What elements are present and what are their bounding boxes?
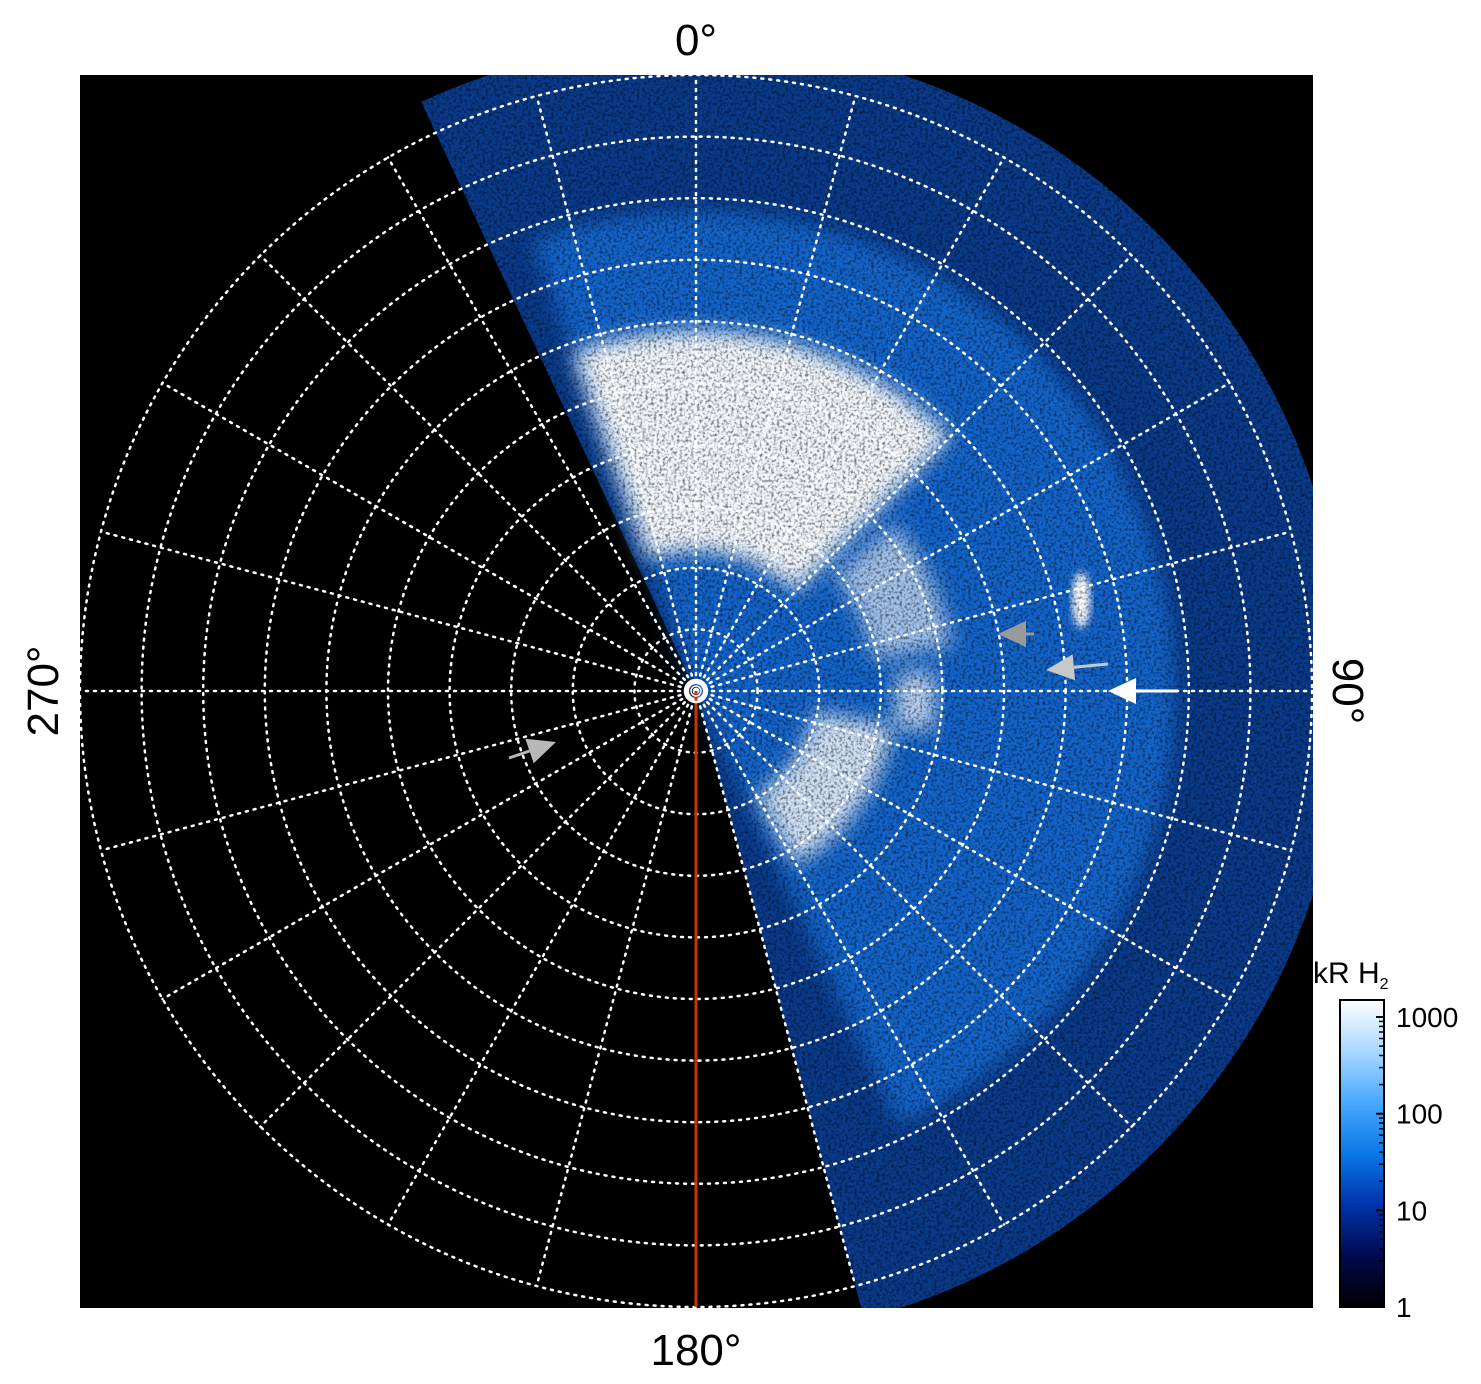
grid-spoke	[535, 94, 698, 693]
grid-spoke	[694, 254, 1133, 693]
grid-spoke	[694, 689, 1006, 1226]
grid-spoke	[161, 689, 698, 1001]
grid-spoke	[694, 156, 1006, 693]
colorbar-ticks: 1 10 100 1000	[1376, 1002, 1458, 1323]
angle-label-left: 270°	[19, 645, 68, 736]
emission-noise-overlay	[421, 75, 1313, 1308]
colorbar-tick-label: 1	[1396, 1292, 1412, 1323]
pole-marker	[683, 678, 709, 704]
grid-ring	[386, 381, 1006, 1001]
angle-label-right: 90°	[1323, 658, 1372, 725]
feature-arrow	[508, 738, 556, 764]
colorbar-tick-label: 10	[1396, 1195, 1427, 1226]
colorbar-gradient	[1339, 999, 1385, 1308]
grid-spoke	[694, 530, 1293, 693]
auroral-emission-layer	[421, 75, 1313, 1308]
feature-arrow	[1046, 654, 1109, 681]
grid-spoke	[694, 689, 1231, 1001]
grid-ring	[201, 196, 1191, 1186]
grid-spoke	[259, 254, 698, 693]
grid-spoke	[386, 156, 698, 693]
grid-spoke	[99, 689, 698, 852]
grid-spoke	[694, 381, 1231, 693]
angle-label-bottom: 180°	[650, 1326, 741, 1375]
grid-spoke	[161, 381, 698, 693]
grid-spoke	[99, 530, 698, 693]
colorbar-tick-label: 1000	[1396, 1002, 1458, 1033]
grid-spoke	[535, 689, 698, 1288]
colorbar: kR H2 1 10 100 1000	[1313, 957, 1458, 1323]
colorbar-title: kR H2	[1313, 957, 1389, 993]
grid-spoke	[259, 689, 698, 1128]
grid-spoke	[694, 689, 1133, 1128]
grid-spoke	[694, 94, 857, 693]
feature-arrow	[998, 621, 1034, 647]
feature-arrows	[508, 621, 1178, 764]
angle-label-top: 0°	[675, 16, 717, 65]
feature-arrow	[1108, 678, 1178, 704]
colorbar-tick-label: 100	[1396, 1099, 1443, 1130]
colorbar-title-subscript: 2	[1380, 976, 1389, 993]
grid-spoke	[694, 689, 1293, 852]
grid-spoke	[386, 689, 698, 1226]
grid-spoke	[694, 689, 857, 1288]
